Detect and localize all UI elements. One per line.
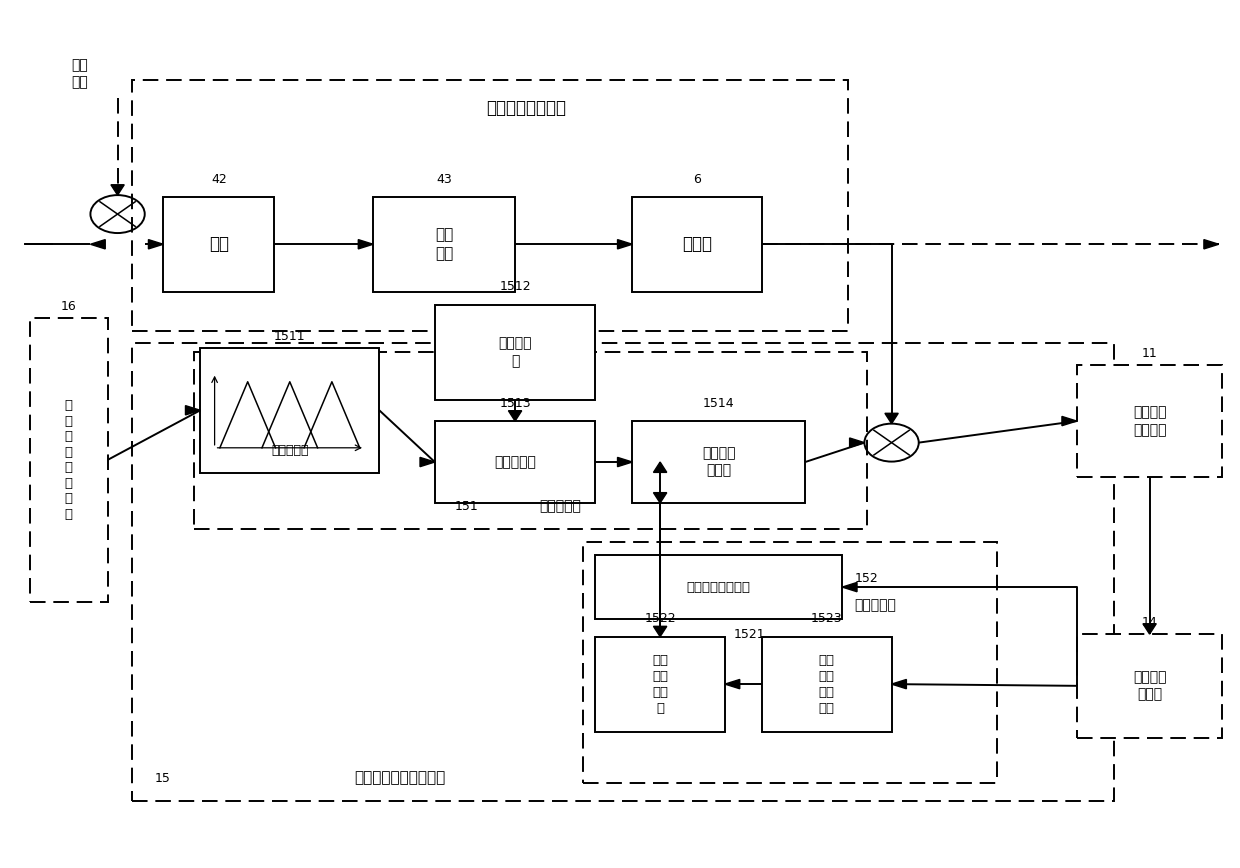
Polygon shape bbox=[653, 627, 667, 636]
Text: 151: 151 bbox=[454, 500, 479, 513]
Text: 控制信号
发生单元: 控制信号 发生单元 bbox=[1133, 405, 1167, 437]
Text: 计算机运
算单元: 计算机运 算单元 bbox=[1133, 670, 1167, 701]
FancyBboxPatch shape bbox=[761, 636, 892, 732]
Text: 自适应模块: 自适应模块 bbox=[854, 598, 897, 612]
Text: 11: 11 bbox=[1142, 347, 1157, 360]
Text: 16: 16 bbox=[61, 299, 77, 312]
Polygon shape bbox=[725, 680, 740, 689]
Text: 1521: 1521 bbox=[734, 628, 765, 641]
Polygon shape bbox=[653, 462, 667, 472]
Text: 模糊规则
库: 模糊规则 库 bbox=[498, 337, 532, 368]
Polygon shape bbox=[91, 240, 105, 249]
Text: 乘积推理机: 乘积推理机 bbox=[494, 455, 536, 469]
Text: 43: 43 bbox=[436, 173, 451, 186]
FancyBboxPatch shape bbox=[1076, 365, 1223, 477]
FancyBboxPatch shape bbox=[201, 348, 379, 473]
Polygon shape bbox=[618, 240, 632, 249]
Text: 机械臂动态模糊逼近器: 机械臂动态模糊逼近器 bbox=[355, 770, 446, 785]
FancyBboxPatch shape bbox=[595, 636, 725, 732]
Polygon shape bbox=[1143, 624, 1156, 635]
Text: 1523: 1523 bbox=[811, 613, 843, 626]
FancyBboxPatch shape bbox=[164, 197, 274, 292]
Text: 待逼近非线性系统: 待逼近非线性系统 bbox=[486, 99, 567, 117]
Polygon shape bbox=[885, 413, 898, 424]
Text: 控
制
器
变
量
存
储
器: 控 制 器 变 量 存 储 器 bbox=[64, 399, 73, 521]
FancyBboxPatch shape bbox=[30, 318, 108, 602]
Text: 电机: 电机 bbox=[208, 235, 229, 253]
Text: 15: 15 bbox=[155, 772, 170, 785]
Text: 中心平均
解模器: 中心平均 解模器 bbox=[702, 446, 735, 477]
Text: 随机
扰动: 随机 扰动 bbox=[71, 58, 88, 89]
Text: 1513: 1513 bbox=[500, 397, 531, 410]
Text: 1512: 1512 bbox=[500, 280, 531, 293]
Polygon shape bbox=[149, 240, 164, 249]
Text: 1514: 1514 bbox=[703, 397, 734, 410]
FancyBboxPatch shape bbox=[632, 197, 761, 292]
Polygon shape bbox=[1204, 240, 1219, 249]
Text: 自适
应律
存储
器: 自适 应律 存储 器 bbox=[652, 654, 668, 714]
Text: 模糊逼近器: 模糊逼近器 bbox=[539, 499, 582, 513]
Polygon shape bbox=[1061, 417, 1076, 425]
Polygon shape bbox=[420, 457, 435, 467]
Polygon shape bbox=[358, 240, 373, 249]
Polygon shape bbox=[849, 438, 864, 447]
Polygon shape bbox=[508, 411, 522, 421]
Text: 42: 42 bbox=[211, 173, 227, 186]
Polygon shape bbox=[618, 457, 632, 467]
FancyBboxPatch shape bbox=[435, 421, 595, 503]
FancyBboxPatch shape bbox=[1076, 635, 1223, 738]
Text: 1511: 1511 bbox=[274, 330, 305, 343]
FancyBboxPatch shape bbox=[632, 421, 805, 503]
Polygon shape bbox=[110, 185, 124, 195]
FancyBboxPatch shape bbox=[595, 555, 842, 620]
Polygon shape bbox=[653, 493, 667, 503]
FancyBboxPatch shape bbox=[373, 197, 515, 292]
Text: 传动
装置: 传动 装置 bbox=[435, 227, 453, 261]
Text: 参数
调整
值存
储器: 参数 调整 值存 储器 bbox=[818, 654, 835, 714]
Text: 机械臂: 机械臂 bbox=[682, 235, 712, 253]
Text: 6: 6 bbox=[693, 173, 701, 186]
Text: 1522: 1522 bbox=[645, 613, 676, 626]
Polygon shape bbox=[892, 680, 906, 689]
Text: 参数初始值存储器: 参数初始值存储器 bbox=[687, 581, 750, 594]
Polygon shape bbox=[186, 405, 201, 415]
FancyBboxPatch shape bbox=[435, 305, 595, 399]
Text: 单值模糊器: 单值模糊器 bbox=[272, 444, 309, 457]
Polygon shape bbox=[842, 582, 857, 592]
Text: 14: 14 bbox=[1142, 616, 1157, 629]
Text: 152: 152 bbox=[854, 572, 878, 585]
